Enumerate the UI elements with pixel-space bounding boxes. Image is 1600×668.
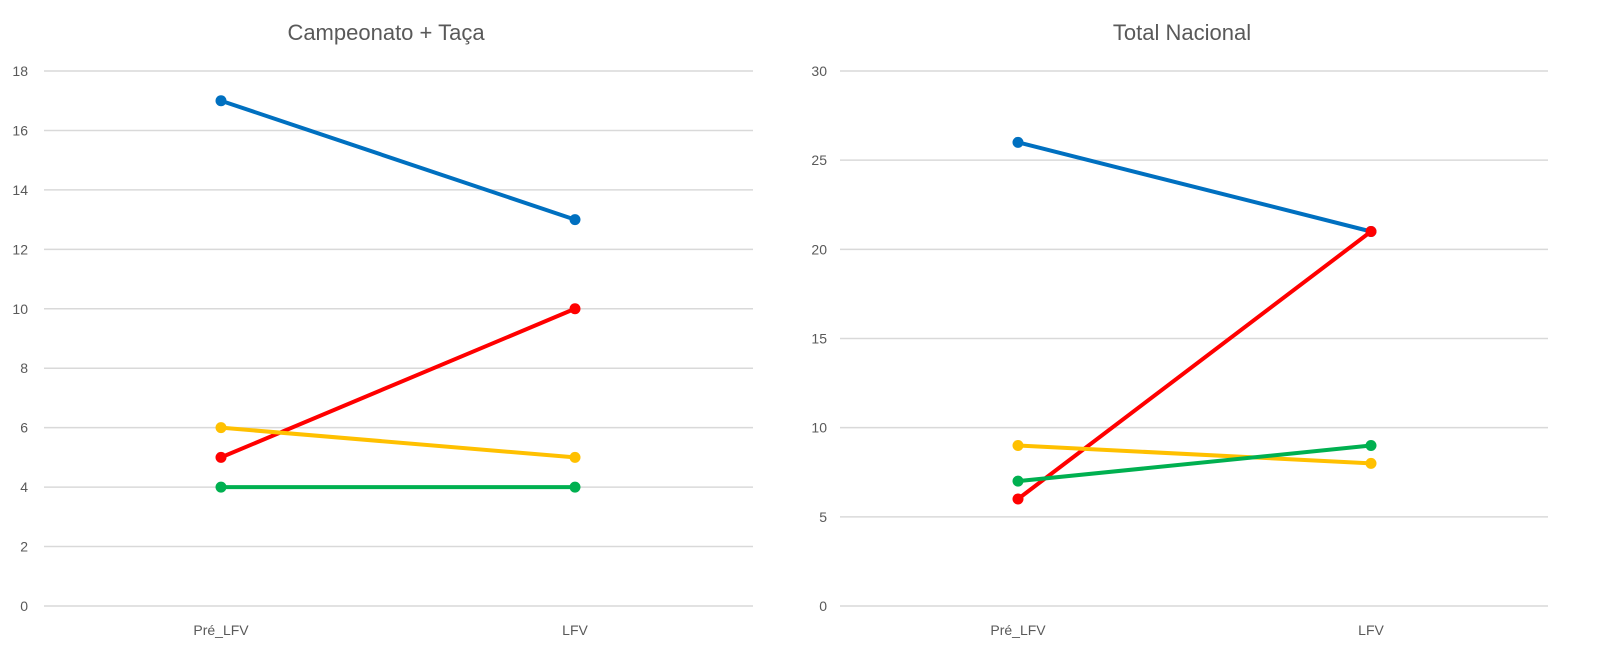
series-1 [1012,136,1377,237]
y-tick-label: 8 [20,360,28,376]
y-tick-label: 6 [20,420,28,436]
y-tick-label: 5 [819,509,827,525]
data-point [1012,136,1024,148]
y-tick-label: 14 [12,182,28,198]
data-point [569,214,581,226]
data-point [1365,440,1377,451]
y-tick-label: 25 [811,152,827,168]
series-4 [1012,440,1377,487]
series-line [1016,443,1373,466]
series-4 [215,481,581,493]
series-line [219,306,577,460]
data-point [1365,226,1377,237]
y-tick-label: 4 [20,479,28,495]
data-point [569,481,581,493]
chart-total-nacional: Total Nacional 0 5 10 15 20 25 30 Pré_LFV LFV [811,20,1548,638]
data-point [215,422,227,434]
x-axis-ticks: Pré_LFV LFV [990,622,1384,638]
y-tick-label: 12 [12,241,28,257]
y-tick-label: 15 [811,331,827,347]
x-tick-label: LFV [562,622,588,638]
series-line [1016,229,1373,501]
series-line [1016,443,1373,484]
data-point [1012,493,1024,505]
series-2 [215,303,581,463]
series-line [219,425,577,460]
series-2 [1012,226,1377,505]
gridlines [44,70,753,607]
x-tick-label: Pré_LFV [193,622,249,638]
data-point [569,451,581,463]
y-tick-label: 2 [20,539,28,555]
data-point [215,481,227,493]
x-axis-ticks: Pré_LFV LFV [193,622,588,638]
y-tick-label: 16 [12,122,28,138]
y-tick-label: 10 [12,301,28,317]
series-3 [1012,440,1377,469]
data-point [1012,440,1024,451]
gridlines [840,70,1548,607]
data-point [215,95,227,107]
series-line [1016,140,1373,234]
y-tick-label: 0 [819,598,827,614]
data-point [1012,475,1024,487]
data-point [215,451,227,463]
x-tick-label: Pré_LFV [990,622,1046,638]
x-tick-label: LFV [1358,622,1384,638]
y-axis-ticks: 0 2 4 6 8 10 12 14 16 18 [12,63,28,614]
data-point [569,303,581,315]
series-1 [215,95,581,226]
y-tick-label: 0 [20,598,28,614]
y-tick-label: 30 [811,63,827,79]
series-line [219,98,577,222]
chart-title: Campeonato + Taça [287,20,485,45]
y-tick-label: 10 [811,420,827,436]
y-tick-label: 18 [12,63,28,79]
series-3 [215,422,581,463]
chart-title: Total Nacional [1113,20,1251,45]
y-tick-label: 20 [811,241,827,257]
chart-campeonato-taca: Campeonato + Taça 0 2 4 6 8 10 12 14 16 18 Pré_LFV… [12,20,753,638]
y-axis-ticks: 0 5 10 15 20 25 30 [811,63,827,614]
data-point [1365,457,1377,469]
